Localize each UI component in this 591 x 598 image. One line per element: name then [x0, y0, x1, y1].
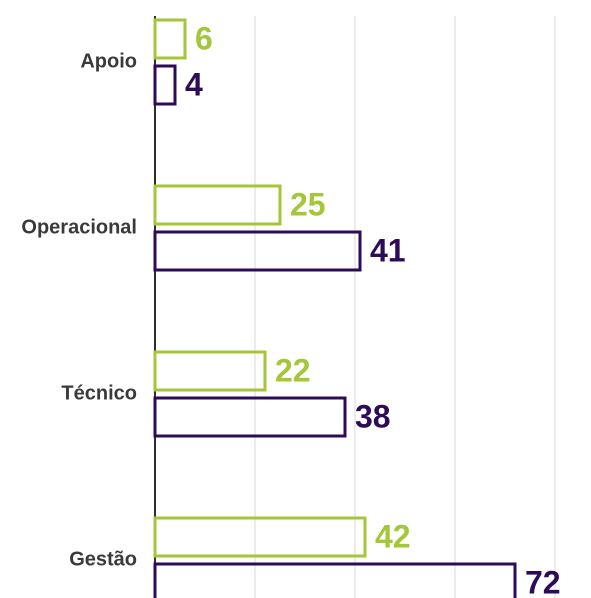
value-label-homens: 25: [290, 186, 326, 222]
bar-homens: [155, 186, 280, 224]
value-label-mulheres: 4: [185, 66, 203, 102]
value-label-homens: 42: [375, 518, 411, 554]
bar-mulheres: [155, 232, 360, 270]
value-label-mulheres: 41: [370, 232, 406, 268]
bar-homens: [155, 20, 185, 58]
chart-container: 020406080Apoio64Operacional2541Técnico22…: [0, 0, 591, 598]
value-label-homens: 6: [195, 20, 213, 56]
bar-homens: [155, 352, 265, 390]
bar-mulheres: [155, 564, 515, 598]
category-label: Gestão: [69, 548, 137, 570]
bar-chart: 020406080Apoio64Operacional2541Técnico22…: [0, 0, 591, 598]
category-label: Apoio: [80, 50, 137, 72]
value-label-mulheres: 72: [525, 564, 561, 598]
category-label: Técnico: [61, 382, 137, 404]
bar-mulheres: [155, 66, 175, 104]
value-label-mulheres: 38: [355, 398, 391, 434]
value-label-homens: 22: [275, 352, 311, 388]
category-label: Operacional: [21, 216, 137, 238]
bar-homens: [155, 518, 365, 556]
bar-mulheres: [155, 398, 345, 436]
